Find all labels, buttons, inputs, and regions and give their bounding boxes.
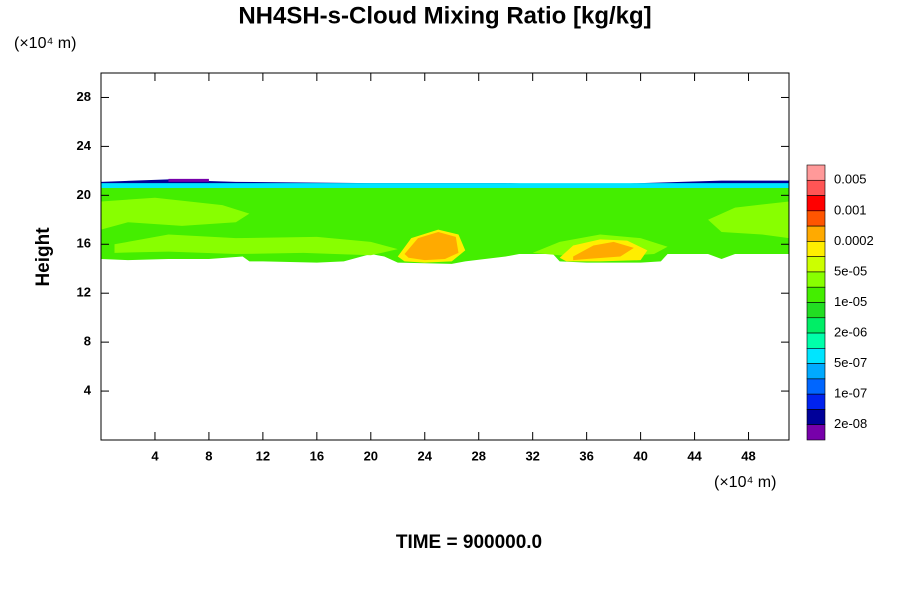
colorbar-label: 0.0002 (834, 233, 874, 248)
contour-region (168, 178, 209, 182)
colorbar-swatch (806, 317, 826, 334)
colorbar-swatch (806, 348, 826, 364)
x-tick-label: 12 (256, 448, 270, 463)
colorbar-swatch (806, 179, 826, 196)
colorbar-label: 2e-06 (834, 324, 867, 339)
x-tick-label: 48 (741, 448, 755, 463)
contour-region (404, 232, 459, 261)
chart-title: NH4SH-s-Cloud Mixing Ratio [kg/kg] (238, 2, 651, 29)
x-tick-label: 8 (205, 448, 212, 463)
x-tick-label: 32 (525, 448, 539, 463)
x-tick-label: 16 (310, 448, 324, 463)
colorbar-swatch (806, 332, 826, 349)
y-tick-label: 4 (84, 383, 92, 398)
colorbar-swatch (806, 225, 826, 242)
colorbar-swatch (806, 210, 826, 227)
x-tick-label: 28 (471, 448, 485, 463)
colorbar-label: 0.005 (834, 172, 867, 187)
x-tick-label: 24 (418, 448, 433, 463)
colorbar-swatch (806, 256, 826, 273)
colorbar-swatch (806, 363, 826, 380)
contour-region (708, 201, 789, 239)
footer: TIME = 900000.0 (396, 532, 542, 553)
x-tick-label: 4 (151, 448, 159, 463)
colorbar-label: 1e-05 (834, 294, 867, 309)
colorbar-swatch (806, 409, 826, 426)
colorbar-swatch (806, 195, 826, 212)
plot-frame (100, 72, 790, 441)
colorbar-label: 5e-07 (834, 355, 867, 370)
colorbar-swatch (806, 286, 826, 303)
x-unit: (×10⁴ m) (714, 474, 776, 491)
y-tick-label: 8 (84, 334, 91, 349)
colorbar-swatch (806, 302, 826, 319)
contour-field (101, 178, 789, 264)
colorbar-swatch (806, 241, 826, 257)
colorbar-label: 2e-08 (834, 416, 867, 431)
colorbar-swatch (806, 378, 826, 395)
contour-region (101, 197, 250, 230)
y-tick-label: 24 (77, 138, 92, 153)
x-tick-label: 20 (364, 448, 378, 463)
contour-region (114, 234, 398, 256)
contour-region (573, 241, 634, 261)
colorbar-label: 0.001 (834, 202, 867, 217)
y-tick-label: 12 (77, 285, 91, 300)
y-unit: (×10⁴ m) (14, 35, 76, 52)
x-tick-label: 36 (579, 448, 593, 463)
colorbar-swatch (806, 424, 826, 441)
y-tick-label: 20 (77, 187, 91, 202)
y-axis-label: Height (33, 227, 54, 287)
x-tick-label: 40 (633, 448, 647, 463)
y-tick-label: 16 (77, 236, 91, 251)
colorbar-swatch (806, 393, 826, 410)
y-tick-label: 28 (77, 89, 91, 104)
colorbar-label: 1e-07 (834, 386, 867, 401)
x-tick-label: 44 (687, 448, 702, 463)
colorbar-label: 5e-05 (834, 263, 867, 278)
colorbar-swatch (806, 271, 826, 288)
colorbar-swatch (806, 164, 826, 181)
